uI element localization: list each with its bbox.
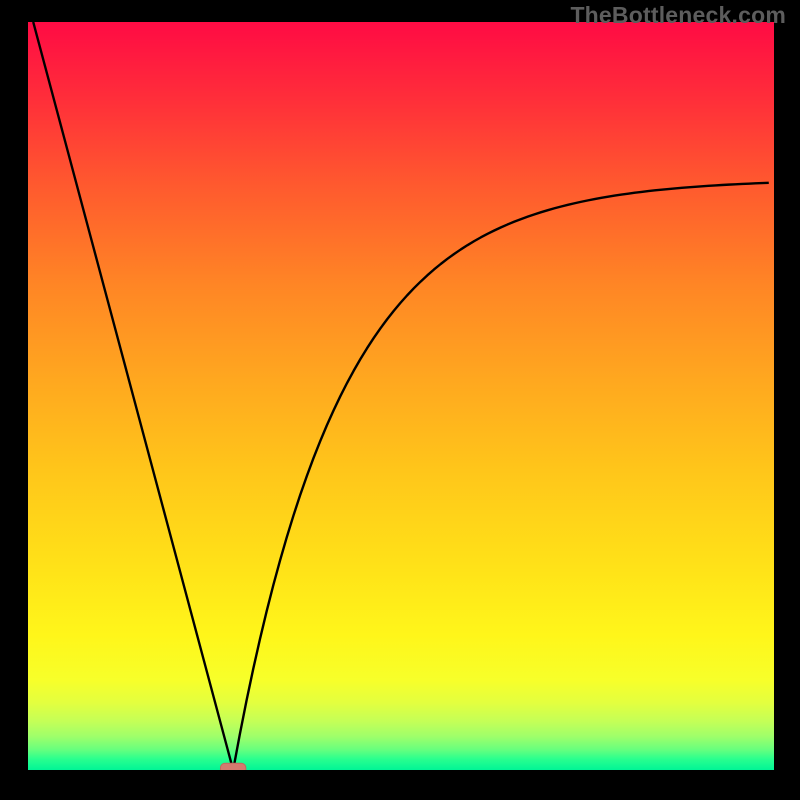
watermark-text: TheBottleneck.com: [570, 2, 786, 29]
chart-background: [28, 22, 774, 770]
optimal-point-marker: [220, 763, 245, 776]
chart-stage: TheBottleneck.com: [0, 0, 800, 800]
bottleneck-chart: [0, 0, 800, 800]
